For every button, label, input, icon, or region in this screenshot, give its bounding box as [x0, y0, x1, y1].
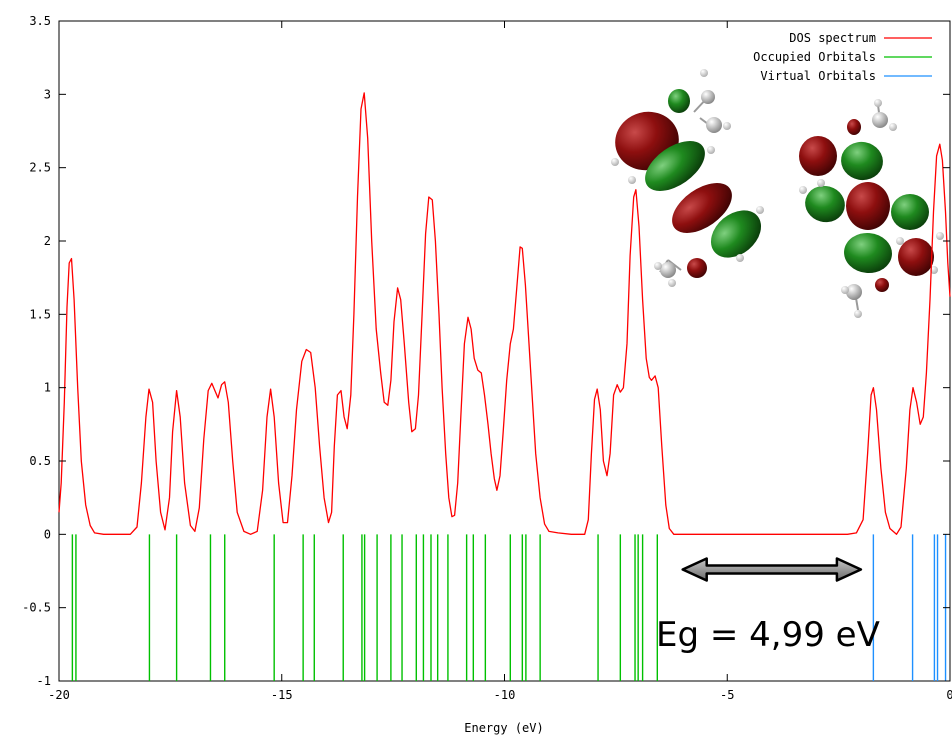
hydrogen-atom: [841, 286, 849, 294]
orbital-lobe-green: [891, 194, 929, 230]
y-tick-label: 1.5: [29, 307, 51, 321]
orbital-lobe-green: [710, 210, 762, 258]
y-tick-label: 2: [44, 234, 51, 248]
legend-label: DOS spectrum: [789, 31, 876, 45]
orbital-lobe-red: [898, 238, 934, 276]
y-tick-label: 0.5: [29, 454, 51, 468]
hydrogen-atom: [874, 99, 882, 107]
orbital-lobe-green: [645, 141, 705, 191]
band-gap-label: Eg = 4,99 eV: [656, 615, 880, 655]
carbon-atom: [872, 112, 888, 128]
hydrogen-atom: [628, 176, 636, 184]
hydrogen-atom: [930, 266, 938, 274]
orbital-lobe-red: [672, 183, 732, 233]
hydrogen-atom: [817, 179, 825, 187]
dos-spectrum-line: [58, 92, 951, 535]
hydrogen-atom: [723, 122, 731, 130]
hydrogen-atom: [936, 232, 944, 240]
x-tick-label: -10: [494, 688, 516, 702]
band-gap-arrow: [681, 557, 863, 582]
hydrogen-atom: [756, 206, 764, 214]
y-tick-label: 3: [44, 87, 51, 101]
orbital-lobe-red: [799, 136, 837, 176]
y-tick-label: -1: [37, 674, 51, 688]
hydrogen-atom: [896, 237, 904, 245]
y-tick-label: 3.5: [29, 14, 51, 28]
carbon-atom: [660, 262, 676, 278]
y-tick-label: 0: [44, 527, 51, 541]
hydrogen-atom: [707, 146, 715, 154]
hydrogen-atom: [799, 186, 807, 194]
orbital-lobe-red: [687, 258, 707, 278]
legend-label: Virtual Orbitals: [760, 69, 876, 83]
hydrogen-atom: [701, 90, 715, 104]
y-tick-label: 1: [44, 381, 51, 395]
x-tick-label: -5: [720, 688, 734, 702]
x-axis-label: Energy (eV): [464, 721, 543, 735]
hydrogen-atom: [654, 262, 662, 270]
x-tick-label: -20: [48, 688, 70, 702]
carbon-atom: [846, 284, 862, 300]
orbital-lobe-green: [668, 89, 690, 113]
orbital-lobe-red: [875, 278, 889, 292]
hydrogen-atom: [854, 310, 862, 318]
homo-orbital-image: [611, 69, 764, 287]
y-tick-label: -0.5: [22, 601, 51, 615]
orbital-lobe-red: [846, 182, 890, 230]
plot-frame: [58, 20, 951, 682]
y-tick-label: 2.5: [29, 161, 51, 175]
orbital-lobe-red: [847, 119, 861, 135]
hydrogen-atom: [889, 123, 897, 131]
orbital-lobe-green: [844, 232, 892, 274]
hydrogen-atom: [700, 69, 708, 77]
molecule-bond: [667, 259, 682, 271]
orbital-lobe-green: [841, 141, 883, 181]
hydrogen-atom: [611, 158, 619, 166]
lumo-orbital-image: [799, 99, 944, 318]
hydrogen-atom: [668, 279, 676, 287]
orbital-lobe-green: [805, 185, 845, 223]
legend-label: Occupied Orbitals: [753, 50, 876, 64]
x-tick-label: 0: [946, 688, 952, 702]
hydrogen-atom: [736, 254, 744, 262]
x-tick-label: -15: [271, 688, 293, 702]
carbon-atom: [706, 117, 722, 133]
